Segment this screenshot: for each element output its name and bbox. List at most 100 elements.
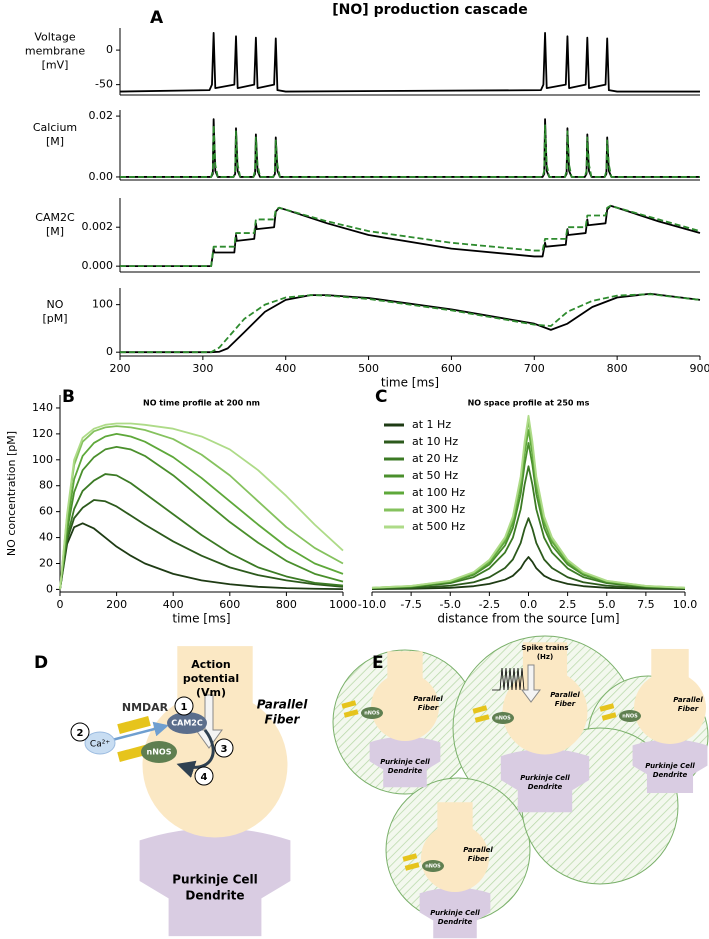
legend-label: at 50 Hz bbox=[412, 469, 458, 482]
x-tick-label: 400 bbox=[275, 362, 296, 375]
calcium-label: Ca²⁺ bbox=[90, 740, 110, 750]
nmdar-channel bbox=[117, 716, 151, 734]
parallel-fiber-label: Parallel bbox=[257, 698, 309, 712]
y-axis-label: NO concentration [pM] bbox=[5, 431, 18, 556]
y-tick-label: 0.000 bbox=[82, 259, 114, 272]
action-potential-label: (Vm) bbox=[196, 686, 226, 699]
series-line bbox=[59, 422, 344, 590]
series-line bbox=[371, 414, 686, 589]
series-line bbox=[120, 293, 701, 354]
series-line bbox=[371, 442, 686, 589]
y-tick-label: 0.002 bbox=[82, 220, 114, 233]
step-number: 4 bbox=[201, 772, 208, 783]
x-tick-label: 200 bbox=[106, 598, 127, 611]
y-tick-label: -50 bbox=[95, 78, 113, 91]
y-tick-label: 0.02 bbox=[89, 109, 114, 122]
series-line bbox=[120, 204, 701, 268]
parallel-fiber-label: Parallel bbox=[463, 846, 493, 854]
chart-title: NO space profile at 250 ms bbox=[468, 399, 590, 408]
legend-label: at 1 Hz bbox=[412, 418, 451, 431]
x-tick-label: 900 bbox=[690, 362, 709, 375]
dendrite-shape bbox=[500, 748, 590, 813]
cam2c-protein bbox=[167, 712, 207, 734]
purkinje-label: Purkinje Cell bbox=[520, 774, 570, 782]
x-tick-label: 600 bbox=[219, 598, 240, 611]
figure-title: [NO] production cascade bbox=[332, 2, 527, 18]
panel-label: E bbox=[372, 653, 384, 673]
activation-arrow bbox=[176, 729, 215, 778]
spike-trains-label: (Hz) bbox=[537, 653, 553, 661]
purkinje-label: Purkinje Cell bbox=[172, 873, 258, 887]
nmdar-channel bbox=[341, 700, 357, 709]
x-tick-label: 300 bbox=[192, 362, 213, 375]
x-axis-label: distance from the source [um] bbox=[437, 612, 619, 626]
dendrite-shape bbox=[632, 739, 708, 793]
nmdar-channel bbox=[343, 709, 359, 718]
legend-label: at 100 Hz bbox=[412, 486, 465, 499]
y-tick-label: 0 bbox=[106, 345, 113, 358]
legend-label: at 300 Hz bbox=[412, 503, 465, 516]
step-marker bbox=[194, 766, 214, 786]
x-tick-label: 2.5 bbox=[559, 598, 577, 611]
nmdar-channel bbox=[402, 853, 418, 862]
signal-arrow bbox=[521, 664, 541, 703]
purkinje-label: Dendrite bbox=[438, 918, 473, 926]
y-axis-label: [M] bbox=[46, 135, 64, 148]
nnos-label: nNOS bbox=[147, 748, 172, 757]
nnos-label: nNOS bbox=[425, 864, 441, 870]
parallel-fiber-label: Parallel bbox=[550, 691, 580, 699]
y-tick-label: 100 bbox=[32, 453, 53, 466]
x-tick-label: 10.0 bbox=[673, 598, 698, 611]
series-line bbox=[120, 292, 701, 354]
x-axis-label: time [ms] bbox=[381, 376, 439, 390]
parallel-fiber-label: Parallel bbox=[673, 696, 703, 704]
x-tick-label: -5.0 bbox=[440, 598, 461, 611]
legend-label: at 20 Hz bbox=[412, 452, 458, 465]
nnos-enzyme bbox=[619, 710, 641, 722]
nmdar-channel bbox=[472, 705, 488, 714]
y-axis-label: [M] bbox=[46, 225, 64, 238]
series-line bbox=[59, 473, 344, 590]
nnos-label: nNOS bbox=[495, 716, 511, 722]
step-number: 1 bbox=[181, 702, 188, 713]
panel-label: B bbox=[62, 387, 75, 407]
series-line bbox=[59, 425, 344, 590]
y-tick-label: 0.00 bbox=[89, 170, 114, 183]
fiber-bouton bbox=[371, 673, 439, 741]
step-number: 2 bbox=[77, 728, 84, 739]
dendrite-shape bbox=[419, 887, 491, 939]
series-line bbox=[59, 499, 344, 590]
y-tick-label: 40 bbox=[39, 531, 53, 544]
y-tick-label: 20 bbox=[39, 556, 53, 569]
legend-label: at 10 Hz bbox=[412, 435, 458, 448]
nmdar-channel bbox=[474, 714, 490, 723]
panel-label: C bbox=[375, 387, 387, 407]
y-tick-label: 100 bbox=[92, 298, 113, 311]
series-line bbox=[59, 522, 344, 591]
y-axis-label: [pM] bbox=[42, 312, 67, 325]
parallel-fiber-label: Parallel bbox=[413, 695, 443, 703]
x-tick-label: -7.5 bbox=[400, 598, 421, 611]
series-line bbox=[119, 31, 700, 93]
purkinje-label: Purkinje Cell bbox=[380, 758, 430, 766]
x-axis-label: time [ms] bbox=[172, 612, 230, 626]
calcium-ion bbox=[84, 731, 116, 755]
step-marker bbox=[174, 696, 194, 716]
y-axis-label: CAM2C bbox=[35, 211, 75, 224]
x-tick-label: 800 bbox=[276, 598, 297, 611]
purkinje-label: Dendrite bbox=[653, 771, 688, 779]
spike-train-icon bbox=[492, 667, 525, 691]
y-axis-label: membrane bbox=[25, 45, 85, 58]
x-tick-label: 500 bbox=[358, 362, 379, 375]
x-tick-label: 700 bbox=[524, 362, 545, 375]
y-axis-label: [mV] bbox=[42, 59, 69, 72]
series-line bbox=[120, 124, 700, 178]
series-line bbox=[120, 118, 700, 178]
diagram-shapes bbox=[139, 635, 709, 939]
y-tick-label: 80 bbox=[39, 479, 53, 492]
nnos-enzyme bbox=[422, 860, 444, 872]
series-line bbox=[59, 432, 344, 590]
y-tick-label: 140 bbox=[32, 401, 53, 414]
nnos-label: nNOS bbox=[364, 711, 380, 717]
